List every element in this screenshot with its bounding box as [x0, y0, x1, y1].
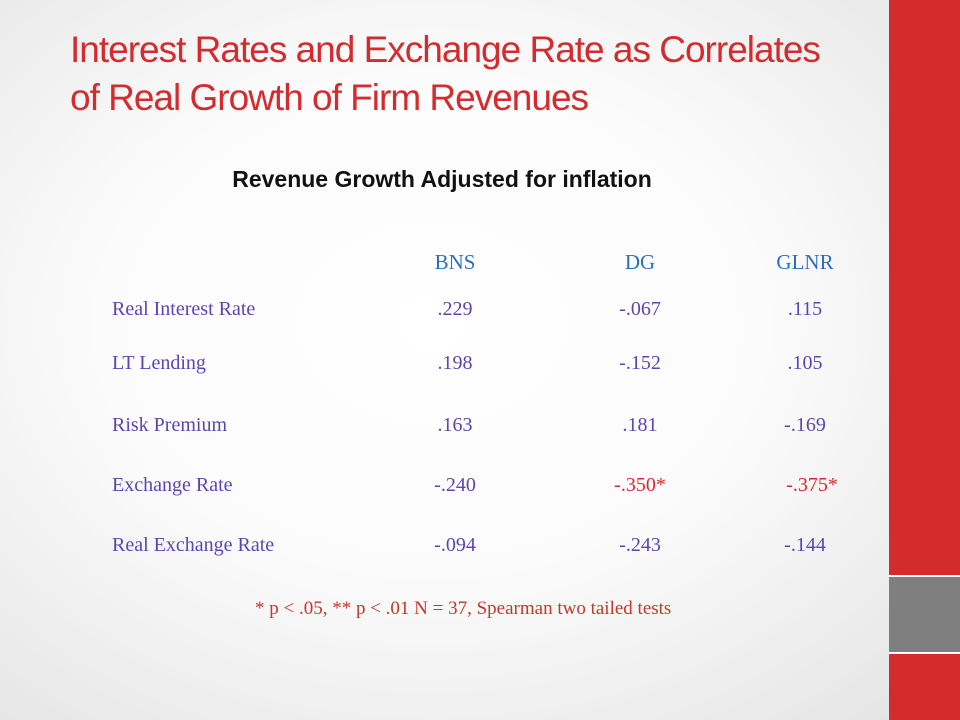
significant-cell: -.375* [786, 474, 838, 496]
row-label: Exchange Rate [112, 474, 233, 496]
side-bar-grey-block [889, 577, 960, 654]
table-cell: -.144 [784, 534, 826, 556]
side-bar-red-block-bottom [889, 654, 960, 720]
row-label: Risk Premium [112, 414, 228, 436]
slide-title: Interest Rates and Exchange Rate as Corr… [70, 26, 880, 122]
significance-footnote: * p < .05, ** p < .01 N = 37, Spearman t… [255, 598, 672, 619]
table-cell: -.169 [784, 414, 826, 436]
slide-title-line-2: of Real Growth of Firm Revenues [70, 77, 589, 118]
table-subtitle: Revenue Growth Adjusted for inflation [232, 166, 652, 192]
table-cell: .181 [622, 414, 658, 436]
table-cell: -.240 [434, 474, 476, 496]
column-header-bns: BNS [434, 250, 476, 274]
table-cell: -.067 [619, 298, 661, 320]
row-label: LT Lending [112, 352, 206, 374]
table-cell: .229 [437, 298, 473, 320]
table-cell: .198 [437, 352, 473, 374]
table-cell: .163 [437, 414, 473, 436]
column-header-dg: DG [624, 250, 656, 274]
column-header-glnr: GLNR [776, 250, 834, 274]
significant-cell: -.350* [614, 474, 666, 496]
side-bar-red-block [889, 0, 960, 577]
side-bar-divider [889, 575, 960, 577]
slide-title-line-1: Interest Rates and Exchange Rate as Corr… [70, 29, 821, 70]
decorative-side-bar [889, 0, 960, 720]
table-cell: -.152 [619, 352, 661, 374]
table-cell: .105 [787, 352, 823, 374]
table-cell: -.243 [619, 534, 661, 556]
row-label: Real Exchange Rate [112, 534, 275, 556]
row-label: Real Interest Rate [112, 298, 256, 320]
side-bar-divider [889, 652, 960, 654]
table-cell: -.094 [434, 534, 476, 556]
table-cell: .115 [787, 298, 823, 320]
